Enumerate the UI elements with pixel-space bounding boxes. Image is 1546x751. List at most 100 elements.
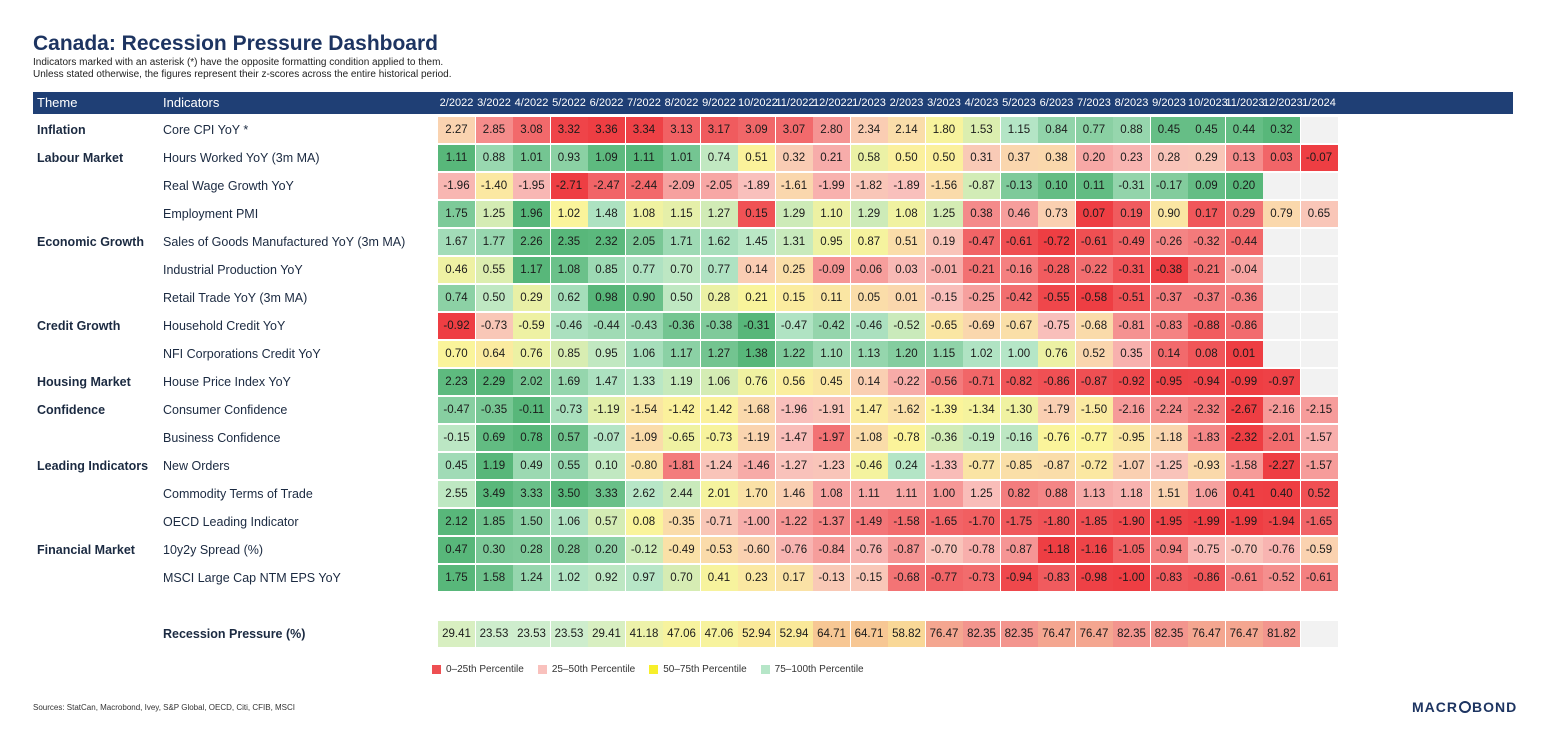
heatmap-cell: -1.50	[1075, 397, 1113, 423]
heatmap-cell: 0.98	[588, 285, 625, 311]
heatmap-cell: 1.11	[850, 481, 888, 507]
heatmap-cell: -0.78	[888, 425, 925, 451]
heatmap-cell: -0.13	[813, 565, 850, 591]
heatmap-cell: 0.55	[550, 453, 588, 479]
heatmap-cell: -1.19	[738, 425, 775, 451]
heatmap-cell: 1.85	[475, 509, 513, 535]
heatmap-cell: 2.02	[513, 369, 550, 395]
heatmap-cell: -1.25	[1150, 453, 1188, 479]
heatmap-cell: 1.11	[888, 481, 925, 507]
heatmap-cell: 0.38	[1038, 145, 1075, 171]
recession-pressure-cell: 29.41	[588, 621, 625, 647]
heatmap-cell: -0.36	[1225, 285, 1263, 311]
heatmap-cell: 1.13	[1075, 481, 1113, 507]
heatmap-cell: -0.32	[1188, 229, 1225, 255]
indicator-label: Core CPI YoY *	[163, 123, 249, 137]
heatmap-cell: -1.33	[925, 453, 963, 479]
heatmap-cell: 1.58	[475, 565, 513, 591]
heatmap-cell: 0.74	[438, 285, 475, 311]
heatmap-cell: -0.49	[1113, 229, 1150, 255]
heatmap-cell: -0.84	[813, 537, 850, 563]
heatmap-cell: 1.75	[438, 201, 475, 227]
heatmap-cell: -0.72	[1038, 229, 1075, 255]
heatmap-cell: -2.47	[588, 173, 625, 199]
heatmap-cell: -0.75	[1038, 313, 1075, 339]
heatmap-cell: 0.50	[663, 285, 700, 311]
heatmap-cell: 0.50	[475, 285, 513, 311]
heatmap-cell: 0.21	[738, 285, 775, 311]
heatmap-cell: 0.64	[475, 341, 513, 367]
heatmap-cell: -0.36	[925, 425, 963, 451]
heatmap-cell: -0.35	[663, 509, 700, 535]
heatmap-cell: 0.85	[588, 257, 625, 283]
heatmap-cell: -0.61	[1000, 229, 1038, 255]
heatmap-cell: 0.78	[513, 425, 550, 451]
heatmap-cell: -0.85	[1000, 453, 1038, 479]
heatmap-cell: -0.73	[700, 425, 738, 451]
heatmap-cell: 1.09	[588, 145, 625, 171]
heatmap-cell: 1.06	[700, 369, 738, 395]
heatmap-cell: 1.53	[963, 117, 1000, 143]
heatmap-cell: -0.71	[963, 369, 1000, 395]
heatmap-cell: -1.34	[963, 397, 1000, 423]
heatmap-cell: 0.45	[1188, 117, 1225, 143]
heatmap-cell: 1.02	[550, 565, 588, 591]
recession-pressure-cell: 64.71	[850, 621, 888, 647]
heatmap-cell: 3.32	[550, 117, 588, 143]
heatmap-cell: 1.02	[963, 341, 1000, 367]
heatmap-cell: -0.68	[888, 565, 925, 591]
recession-pressure-cell: 76.47	[925, 621, 963, 647]
heatmap-cell: -1.85	[1075, 509, 1113, 535]
heatmap-cell: 0.57	[588, 509, 625, 535]
heatmap-cell: 2.23	[438, 369, 475, 395]
heatmap-cell: -0.37	[1150, 285, 1188, 311]
heatmap-cell	[1263, 257, 1300, 283]
heatmap-cell	[1300, 229, 1338, 255]
indicator-label: OECD Leading Indicator	[163, 515, 299, 529]
legend-swatch-yellow	[649, 665, 659, 674]
heatmap-cell: -1.99	[1225, 509, 1263, 535]
indicator-label: Real Wage Growth YoY	[163, 179, 294, 193]
heatmap-cell: -0.53	[700, 537, 738, 563]
heatmap-cell: 0.45	[438, 453, 475, 479]
heatmap-cell: 1.51	[1150, 481, 1188, 507]
column-header: 7/2022	[627, 97, 661, 109]
recession-pressure-cell: 64.71	[813, 621, 850, 647]
theme-label: Credit Growth	[37, 319, 121, 333]
heatmap-cell: -2.05	[700, 173, 738, 199]
heatmap-cell: 0.51	[738, 145, 775, 171]
heatmap-cell: -0.31	[1113, 257, 1150, 283]
recession-pressure-cell: 76.47	[1188, 621, 1225, 647]
heatmap-cell: 2.01	[700, 481, 738, 507]
heatmap-cell: -0.77	[925, 565, 963, 591]
column-header: 12/2022	[813, 97, 853, 109]
heatmap-cell: -0.22	[1075, 257, 1113, 283]
heatmap-cell: -0.22	[888, 369, 925, 395]
heatmap-cell: -0.73	[550, 397, 588, 423]
heatmap-cell: 0.50	[925, 145, 963, 171]
heatmap-cell: -0.55	[1038, 285, 1075, 311]
heatmap-cell: -2.27	[1263, 453, 1300, 479]
heatmap-cell: -1.08	[850, 425, 888, 451]
heatmap-cell	[1263, 229, 1300, 255]
heatmap-cell: 0.84	[1038, 117, 1075, 143]
recession-pressure-cell: 47.06	[700, 621, 738, 647]
heatmap-cell: -1.54	[625, 397, 663, 423]
recession-pressure-cell: 23.53	[475, 621, 513, 647]
recession-pressure-cell: 47.06	[663, 621, 700, 647]
heatmap-cell: -1.75	[1000, 509, 1038, 535]
heatmap-cell: -1.05	[1113, 537, 1150, 563]
heatmap-cell: 1.46	[775, 481, 813, 507]
heatmap-cell: -0.25	[963, 285, 1000, 311]
heatmap-cell: 0.50	[888, 145, 925, 171]
heatmap-cell: 0.15	[738, 201, 775, 227]
heatmap-cell: -1.18	[1038, 537, 1075, 563]
heatmap-cell: -1.23	[813, 453, 850, 479]
indicator-label: Commodity Terms of Trade	[163, 487, 313, 501]
heatmap-cell: 0.69	[475, 425, 513, 451]
heatmap-cell: -0.51	[1113, 285, 1150, 311]
heatmap-cell: -0.46	[850, 453, 888, 479]
heatmap-cell: 0.08	[625, 509, 663, 535]
heatmap-cell: -0.43	[625, 313, 663, 339]
heatmap-cell: 0.74	[700, 145, 738, 171]
